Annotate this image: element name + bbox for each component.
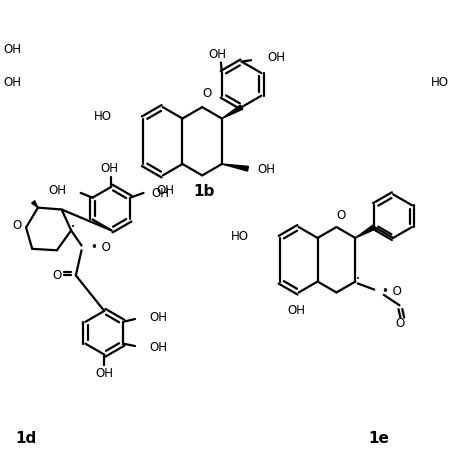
Text: O: O [337, 209, 346, 222]
Text: OH: OH [4, 43, 22, 56]
Text: OH: OH [4, 76, 22, 90]
Text: O: O [12, 219, 21, 232]
Text: OH: OH [95, 367, 113, 380]
Text: HO: HO [231, 229, 249, 243]
Text: HO: HO [431, 76, 449, 90]
Polygon shape [222, 164, 248, 171]
Text: OH: OH [100, 162, 118, 175]
Text: OH: OH [149, 341, 167, 354]
Text: OH: OH [287, 304, 305, 317]
Text: 1d: 1d [16, 431, 36, 446]
Text: OH: OH [151, 187, 169, 200]
Text: •: • [72, 224, 75, 229]
Polygon shape [356, 225, 375, 238]
Text: OH: OH [208, 47, 226, 61]
Text: HO: HO [94, 110, 112, 123]
Text: • O: • O [91, 241, 111, 254]
Text: 1e: 1e [369, 431, 390, 446]
Text: 1b: 1b [193, 184, 215, 200]
Text: O: O [396, 317, 405, 330]
Text: OH: OH [257, 163, 275, 176]
Text: O: O [52, 269, 62, 282]
Text: OH: OH [156, 184, 174, 197]
Text: O: O [202, 87, 211, 100]
Text: OH: OH [149, 310, 167, 324]
Text: OH: OH [268, 51, 286, 64]
Text: •: • [356, 276, 360, 282]
Polygon shape [222, 105, 243, 118]
Text: OH: OH [48, 184, 66, 197]
Polygon shape [32, 201, 38, 208]
Text: • O: • O [382, 284, 402, 298]
